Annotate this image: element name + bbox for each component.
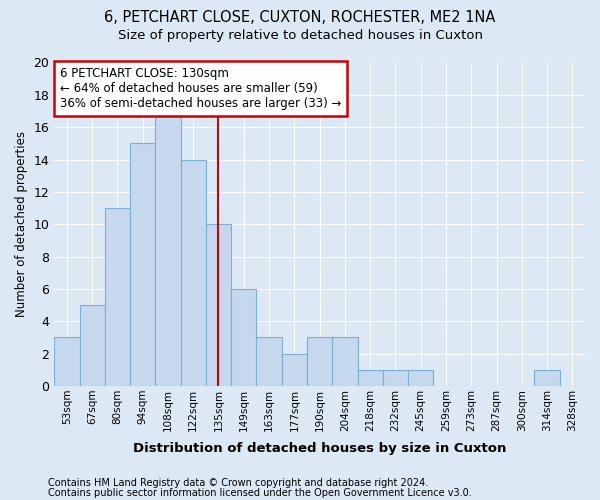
Text: Size of property relative to detached houses in Cuxton: Size of property relative to detached ho… bbox=[118, 29, 482, 42]
Text: Contains HM Land Registry data © Crown copyright and database right 2024.: Contains HM Land Registry data © Crown c… bbox=[48, 478, 428, 488]
Bar bbox=[408, 370, 433, 386]
Bar bbox=[332, 338, 358, 386]
Bar bbox=[181, 160, 206, 386]
Text: 6, PETCHART CLOSE, CUXTON, ROCHESTER, ME2 1NA: 6, PETCHART CLOSE, CUXTON, ROCHESTER, ME… bbox=[104, 10, 496, 25]
Bar bbox=[206, 224, 231, 386]
Bar bbox=[535, 370, 560, 386]
Bar bbox=[307, 338, 332, 386]
Text: 6 PETCHART CLOSE: 130sqm
← 64% of detached houses are smaller (59)
36% of semi-d: 6 PETCHART CLOSE: 130sqm ← 64% of detach… bbox=[59, 68, 341, 110]
Bar bbox=[105, 208, 130, 386]
Bar bbox=[130, 144, 155, 386]
Text: Contains public sector information licensed under the Open Government Licence v3: Contains public sector information licen… bbox=[48, 488, 472, 498]
Bar bbox=[282, 354, 307, 386]
Y-axis label: Number of detached properties: Number of detached properties bbox=[15, 131, 28, 317]
X-axis label: Distribution of detached houses by size in Cuxton: Distribution of detached houses by size … bbox=[133, 442, 506, 455]
Bar bbox=[231, 289, 256, 386]
Bar bbox=[54, 338, 80, 386]
Bar bbox=[256, 338, 282, 386]
Bar bbox=[383, 370, 408, 386]
Bar bbox=[358, 370, 383, 386]
Bar bbox=[80, 305, 105, 386]
Bar bbox=[155, 111, 181, 386]
